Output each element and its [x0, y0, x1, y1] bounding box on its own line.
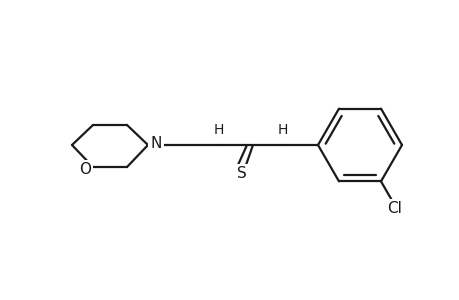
- Text: N: N: [150, 136, 161, 151]
- Text: Cl: Cl: [387, 201, 402, 216]
- Text: H: H: [213, 123, 224, 137]
- Text: O: O: [79, 161, 91, 176]
- Text: H: H: [277, 123, 287, 137]
- Text: S: S: [236, 166, 246, 181]
